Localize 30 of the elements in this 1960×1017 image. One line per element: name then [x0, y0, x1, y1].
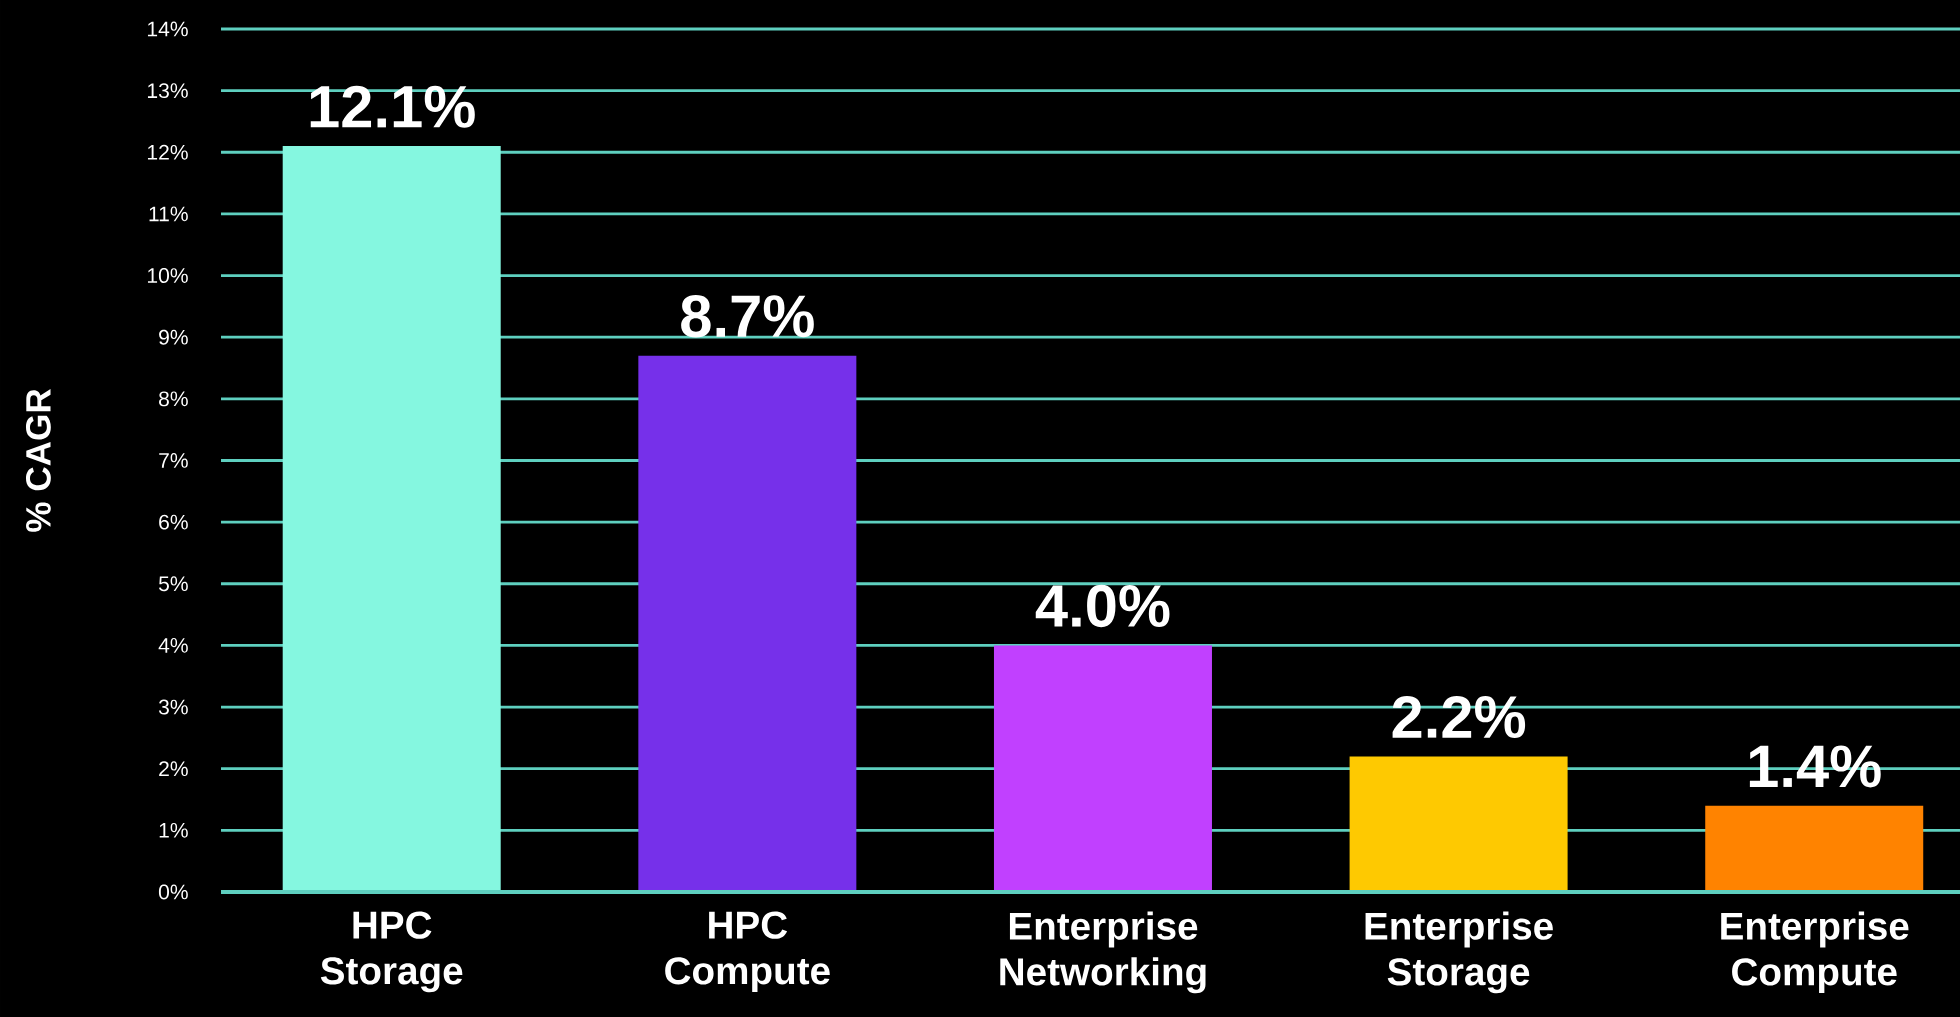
x-tick-label: Enterprise Compute: [1721, 911, 1909, 994]
bar: [638, 355, 857, 892]
y-tick-label: 6%: [159, 514, 188, 530]
data-label: 2.2%: [1392, 695, 1526, 739]
x-tick-label: HPC Compute: [665, 911, 830, 993]
data-label: 4.0%: [1035, 584, 1170, 628]
y-tick-label: 1%: [159, 822, 188, 838]
y-tick-label: 7%: [159, 453, 188, 468]
y-tick-label: 10%: [147, 268, 188, 284]
y-axis-title: % CAGR: [25, 388, 51, 532]
bar: [993, 645, 1212, 892]
data-label: 8.7%: [681, 295, 814, 338]
y-tick-label: 11%: [149, 206, 188, 222]
y-tick-label: 5%: [158, 576, 188, 592]
x-tick-label: Enterprise Networking: [1000, 911, 1206, 994]
bar: [282, 146, 501, 892]
y-tick-label: 8%: [159, 391, 188, 407]
y-tick-label: 12%: [147, 144, 188, 160]
y-tick-label: 0%: [158, 884, 188, 900]
bar: [1705, 805, 1924, 892]
y-tick-label: 13%: [147, 83, 188, 99]
y-tick-label: 4%: [158, 638, 188, 653]
y-tick-label: 2%: [159, 761, 188, 777]
y-tick-label: 14%: [147, 21, 188, 37]
bar: [1349, 756, 1568, 892]
x-tick-label: HPC Storage: [320, 911, 463, 993]
y-tick-label: 3%: [158, 699, 188, 715]
data-label: 12.1%: [310, 85, 475, 128]
x-tick-label: Enterprise Storage: [1365, 911, 1553, 994]
y-tick-label: 9%: [159, 329, 188, 345]
